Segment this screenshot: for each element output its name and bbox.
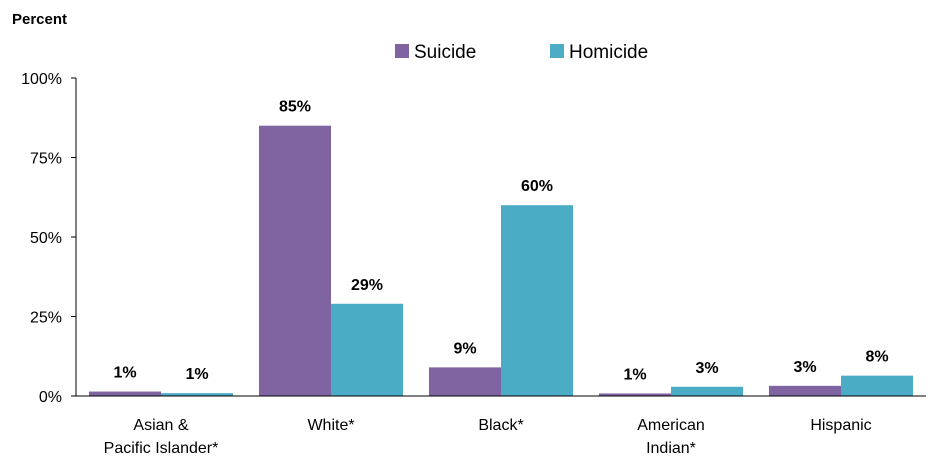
x-tick-label: White* — [307, 417, 354, 434]
bar-homicide — [501, 205, 573, 396]
bar-suicide — [429, 367, 501, 396]
y-tick-label: 100% — [21, 71, 62, 88]
bar-homicide — [671, 386, 743, 396]
legend-label-homicide: Homicide — [569, 42, 648, 63]
bar-homicide — [161, 393, 233, 396]
data-label-homicide: 29% — [351, 277, 383, 294]
data-label-suicide: 1% — [623, 366, 646, 383]
bar-suicide — [259, 125, 331, 396]
data-label-homicide: 60% — [521, 178, 553, 195]
y-tick-label: 75% — [30, 151, 62, 168]
data-label-homicide: 1% — [185, 366, 208, 383]
x-tick-label: Asian & — [133, 417, 188, 434]
legend-swatch-homicide — [550, 44, 564, 58]
legend: Suicide Homicide — [395, 42, 648, 63]
bar-homicide — [331, 303, 403, 396]
data-label-suicide: 85% — [279, 99, 311, 116]
data-label-homicide: 8% — [865, 349, 888, 366]
y-tick-label: 25% — [30, 310, 62, 327]
x-axis-ticks: Asian & Pacific Islander* White* Black* Amer… — [104, 417, 872, 457]
x-tick-label: Black* — [478, 417, 523, 434]
data-label-suicide: 3% — [793, 359, 816, 376]
y-axis-title: Percent — [12, 11, 67, 28]
y-axis-ticks: 0% 25% 50% 75% 100% — [21, 71, 76, 406]
x-tick-label: Pacific Islander* — [104, 440, 219, 457]
x-tick-label: Hispanic — [810, 417, 871, 434]
data-label-suicide: 9% — [453, 340, 476, 357]
data-label-suicide: 1% — [113, 365, 136, 382]
legend-label-suicide: Suicide — [414, 42, 476, 63]
bar-suicide — [599, 393, 671, 396]
y-tick-label: 50% — [30, 230, 62, 247]
bar-homicide — [841, 375, 913, 396]
x-tick-label: American — [637, 417, 705, 434]
bar-suicide — [89, 391, 161, 396]
data-labels: 1% 1% 85% 29% 9% 60% 1% 3% 3% 8% — [113, 99, 888, 384]
x-tick-label: Indian* — [646, 440, 696, 457]
data-label-homicide: 3% — [695, 360, 718, 377]
y-tick-label: 0% — [39, 389, 62, 406]
bars — [89, 125, 913, 396]
bar-suicide — [769, 385, 841, 396]
legend-swatch-suicide — [395, 44, 409, 58]
